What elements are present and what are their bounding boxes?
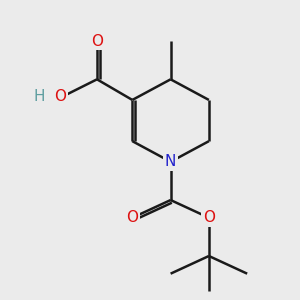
Text: N: N [165, 154, 176, 169]
Text: O: O [203, 210, 215, 225]
Text: H: H [34, 89, 46, 104]
Text: O: O [126, 210, 138, 225]
Text: O: O [54, 89, 66, 104]
Text: O: O [91, 34, 103, 49]
